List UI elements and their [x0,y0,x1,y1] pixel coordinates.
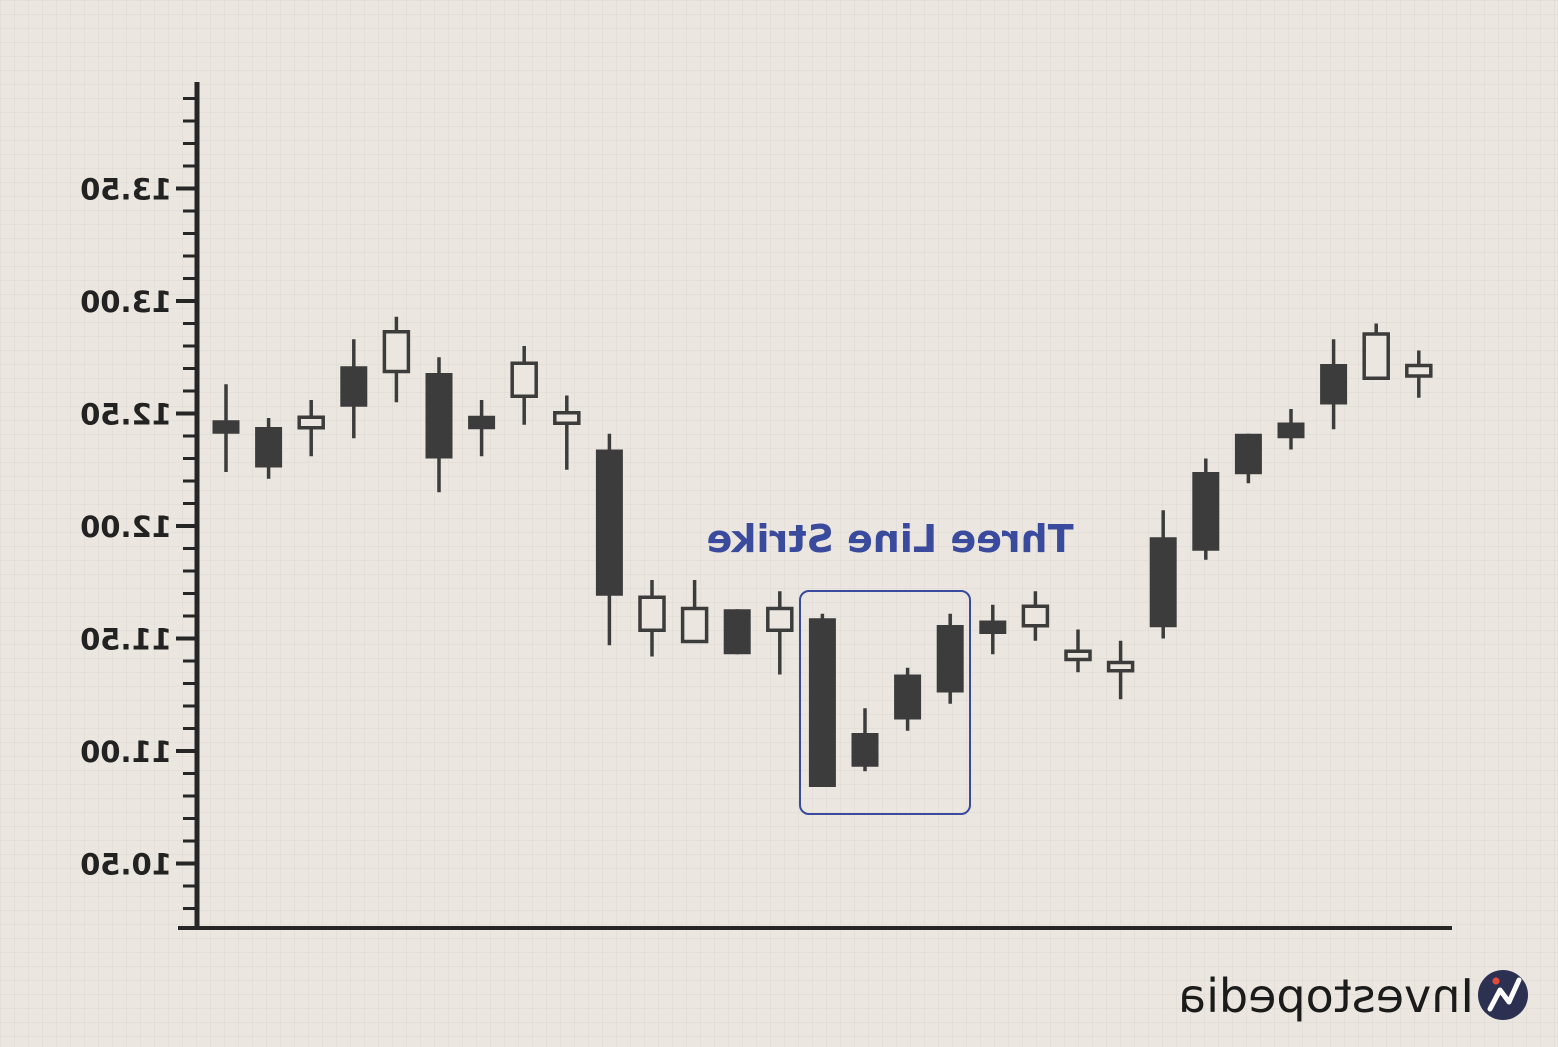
candle [638,580,666,657]
candle [425,357,453,493]
candle [297,400,325,457]
pattern-highlight-box [799,590,971,815]
candle-body-filled [340,366,368,407]
candle-body-filled [979,620,1007,634]
y-tick-label: 11.00 [80,735,172,769]
candle-body-filled [894,674,922,720]
candle-body-filled [851,733,879,767]
candle-body-hollow [1021,604,1050,628]
y-tick-label: 12.00 [80,510,172,544]
y-tick-label: 12.50 [80,398,172,432]
candle [1362,323,1390,380]
candle [936,613,964,704]
pattern-annotation: Three Line Strike [706,517,1074,815]
candle-body-hollow [297,415,325,430]
candle-body-hollow [680,606,709,644]
candle [1277,409,1305,450]
candle-body-filled [468,415,496,430]
candle [255,418,283,479]
candle [1320,339,1348,430]
candle [851,708,879,772]
pattern-label: Three Line Strike [706,517,1073,561]
candle [340,339,368,439]
candle [1149,510,1177,639]
candle-body-hollow [1064,649,1092,662]
candle-body-hollow [1405,363,1433,378]
candle [212,384,240,472]
candle [766,591,794,675]
y-tick-label: 13.00 [80,285,172,319]
candle [680,580,709,644]
y-tick-label: 10.50 [80,848,172,882]
brand-watermark: Investopedia [1178,969,1528,1023]
y-tick-label: 11.50 [80,623,172,657]
candle [382,316,411,403]
candle [723,609,751,655]
y-ticks [176,97,197,910]
candle [808,613,836,787]
candle-body-filled [723,609,751,655]
candle [894,667,922,731]
candle-body-filled [212,420,240,434]
candle-body-filled [1149,537,1177,628]
candle-body-filled [425,373,453,459]
brand-name: Investopedia [1178,969,1474,1023]
candle-body-filled [595,449,623,596]
y-tick-label: 13.50 [80,173,172,207]
candle-body-hollow [510,361,538,398]
candle [979,604,1007,655]
candle-body-filled [1192,472,1220,551]
candle [1021,591,1050,641]
candles [212,316,1433,787]
candle-body-filled [936,625,964,693]
candle-body-filled [1277,422,1305,439]
investopedia-logo-icon [1478,970,1528,1020]
y-tick-labels: 10.50 11.00 11.50 12.00 12.50 13.00 13.50 [80,173,172,882]
candle [1064,629,1092,673]
candle-body-filled [1234,433,1262,475]
candle [553,395,581,470]
candle-body-hollow [766,606,794,632]
candle [1106,640,1135,700]
candle-body-filled [255,427,283,468]
candle-body-filled [808,618,836,787]
candle [1234,433,1262,484]
candle-body-filled [1320,364,1348,405]
candle-body-hollow [1362,332,1390,380]
candle [1405,350,1433,398]
candle [1192,458,1220,560]
candle-body-hollow [1106,660,1135,673]
candle [510,346,538,425]
candle-body-hollow [638,595,666,632]
candle [468,400,496,457]
candle-body-hollow [382,330,411,374]
candle-body-hollow [553,411,581,425]
candle [595,433,623,646]
